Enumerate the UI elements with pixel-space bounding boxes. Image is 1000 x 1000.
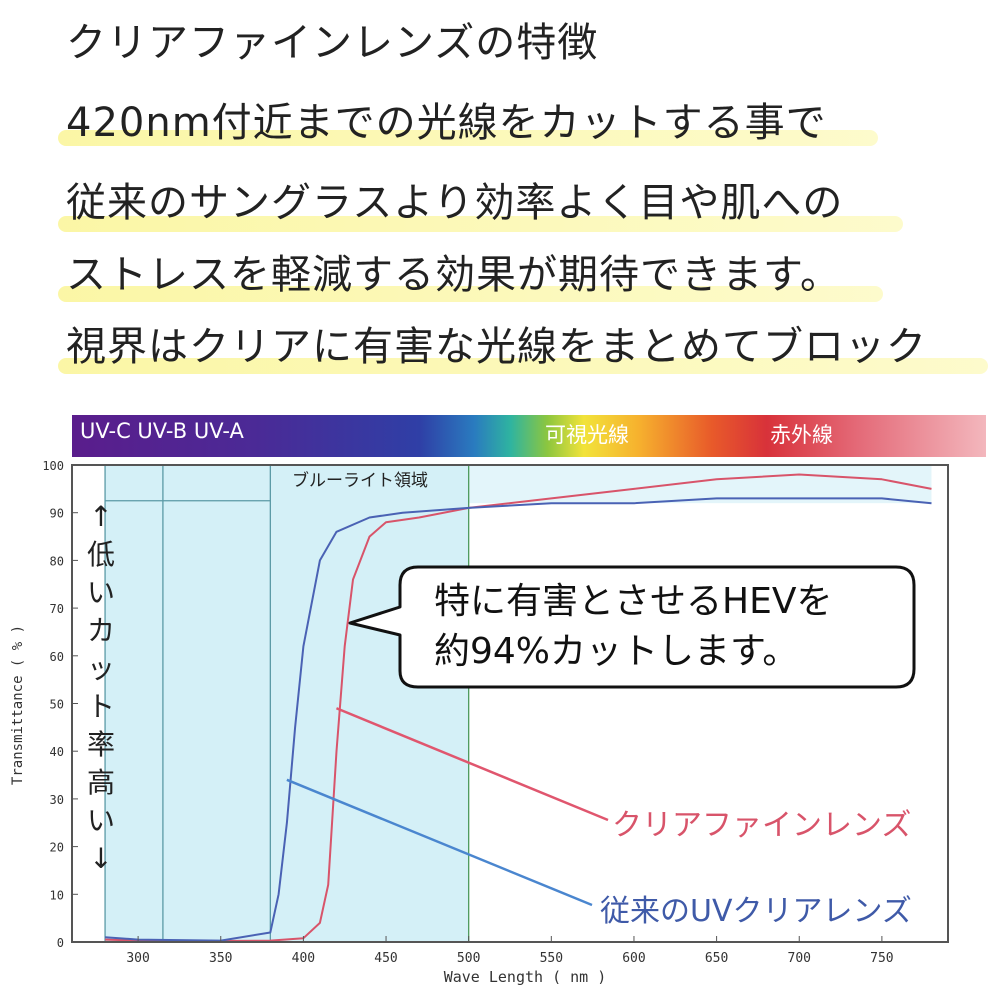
y-tick-label-4: 40 bbox=[50, 745, 64, 759]
spectrum-uv-label: UV-C UV-B UV-A bbox=[80, 419, 244, 443]
pointer-line-clear-fine bbox=[335, 707, 609, 822]
side-text-char: 低 bbox=[86, 538, 115, 571]
annotation-layer bbox=[286, 565, 916, 907]
y-tick-label-5: 50 bbox=[50, 698, 64, 712]
headline-line-4: ストレスを軽減する効果が期待できます。 bbox=[66, 252, 841, 298]
y-tick-label-8: 80 bbox=[50, 554, 64, 568]
highlight-stripe-5 bbox=[58, 358, 988, 374]
x-tick-label-2: 400 bbox=[292, 951, 315, 966]
side-text-char: い bbox=[86, 804, 115, 837]
y-tick-label-3: 30 bbox=[50, 793, 64, 807]
x-tick-label-0: 300 bbox=[126, 951, 149, 966]
spectrum-bar bbox=[72, 415, 986, 457]
x-tick-label-3: 450 bbox=[374, 951, 397, 966]
headline-line-2: 420nm付近までの光線をカットする事で bbox=[66, 100, 827, 146]
pointer-line-conventional bbox=[286, 778, 593, 907]
upper-shade bbox=[468, 465, 932, 504]
side-text-char: ッ bbox=[86, 652, 115, 685]
side-text-char: ト bbox=[86, 690, 115, 723]
x-tick-label-1: 350 bbox=[209, 951, 232, 966]
y-axis-title: Transmittance ( % ) bbox=[10, 625, 26, 785]
callout-line-2: 約94%カットします。 bbox=[434, 631, 799, 672]
series-line-0 bbox=[105, 473, 932, 942]
headline-line-1: クリアファインレンズの特徴 bbox=[66, 20, 599, 66]
side-text-char: 高 bbox=[86, 766, 115, 799]
series-label-conventional: 従来のUVクリアレンズ bbox=[600, 894, 912, 929]
callout-line-1: 特に有害とさせるHEVを bbox=[434, 581, 833, 622]
x-tick-label-7: 650 bbox=[705, 951, 728, 966]
headline-line-3: 従来のサングラスより効率よく目や肌への bbox=[66, 180, 844, 226]
side-text-char: カ bbox=[86, 614, 115, 647]
band-lines bbox=[104, 465, 470, 942]
side-text-char: 率 bbox=[86, 728, 115, 761]
x-tick-label-8: 700 bbox=[788, 951, 811, 966]
x-tick-label-9: 750 bbox=[870, 951, 893, 966]
y-tick-label-6: 60 bbox=[50, 650, 64, 664]
transmittance-chart: 300 350 400 450 500 550 600 650 700 750 0 10 20 30 40 5… bbox=[10, 459, 949, 986]
highlight-stripe-2 bbox=[58, 130, 878, 146]
y-tick-label-10: 100 bbox=[42, 459, 64, 473]
tick-layer: 300 350 400 450 500 550 600 650 700 750 0 10 20 30 40 5… bbox=[42, 459, 893, 966]
spectrum-visible-label: 可視光線 bbox=[545, 423, 629, 447]
series-layer bbox=[105, 473, 932, 942]
y-tick-label-1: 10 bbox=[50, 888, 64, 902]
series-line-1 bbox=[105, 497, 932, 942]
highlight-stripe-4 bbox=[58, 286, 883, 302]
side-text-char: ↓ bbox=[89, 842, 113, 875]
x-tick-label-6: 600 bbox=[622, 951, 645, 966]
y-tick-label-9: 90 bbox=[50, 507, 64, 521]
headline-line-5: 視界はクリアに有害な光線をまとめてブロック bbox=[66, 324, 927, 370]
callout-bubble bbox=[348, 565, 916, 689]
spectrum-infrared-label: 赤外線 bbox=[770, 423, 833, 447]
shade-layer bbox=[105, 465, 932, 942]
y-tick-label-2: 20 bbox=[50, 841, 64, 855]
series-label-clear-fine: クリアファインレンズ bbox=[612, 808, 912, 843]
y-tick-label-7: 70 bbox=[50, 602, 64, 616]
x-axis-title: Wave Length ( nm ) bbox=[444, 968, 607, 986]
side-text-char: い bbox=[86, 576, 115, 609]
shaded-region bbox=[105, 465, 469, 942]
x-tick-label-4: 500 bbox=[457, 951, 480, 966]
x-tick-label-5: 550 bbox=[540, 951, 563, 966]
highlight-stripe-3 bbox=[58, 216, 903, 232]
y-tick-label-0: 0 bbox=[57, 936, 64, 950]
side-text-char: ↑ bbox=[89, 500, 113, 533]
blue-light-band-label: ブルーライト領域 bbox=[292, 470, 428, 491]
